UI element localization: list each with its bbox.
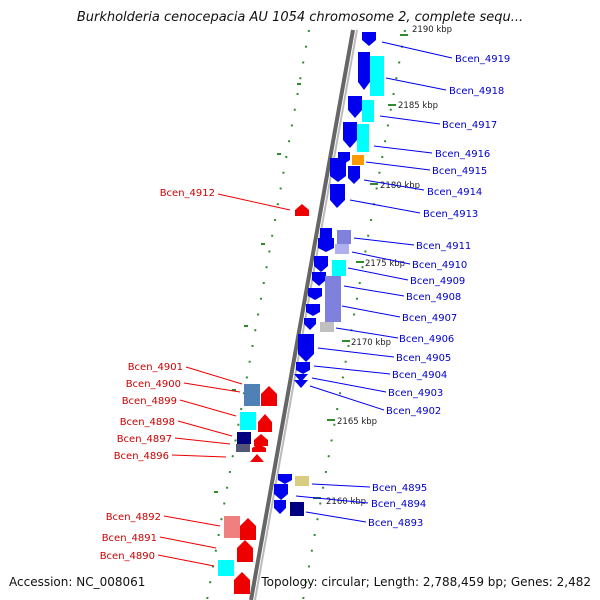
gene-label: Bcen_4903 [388,388,443,399]
gene-label: Bcen_4905 [396,353,451,364]
gene-4913b [330,184,345,208]
gene-4909-cyan [332,260,346,276]
gene-label: Bcen_4914 [427,187,482,198]
gene-4903 [296,362,310,374]
gene-4913 [330,158,346,182]
gene-4898 [254,434,268,446]
right-leaders [295,41,453,523]
gene-4908 [312,272,326,286]
gene-4918-cyan [370,56,384,96]
gene-4890-cyan [218,560,234,576]
gene-label: Bcen_4902 [386,406,441,417]
gene-4890 [234,572,250,594]
gene-4895-khaki [295,476,309,486]
kbp-label: 2170 kbp [351,338,391,348]
gene-label: Bcen_4896 [114,451,169,462]
gene-4919 [362,32,376,46]
gene-4901-steel [244,384,260,406]
gene-4899-cyan [240,412,256,430]
gene-label: Bcen_4899 [122,396,177,407]
gene-4904 [298,334,314,362]
gene-4910-lav [335,244,349,254]
gene-4905-grey [320,322,334,332]
gene-4892 [240,518,256,540]
gene-4914 [348,166,360,184]
gene-4909 [314,256,328,272]
gene-label: Bcen_4904 [392,370,447,381]
gene-4916-cyan [357,124,369,152]
gene-label: Bcen_4919 [455,54,510,65]
gene-label: Bcen_4908 [406,292,461,303]
accession-label: Accession: NC_008061 [9,575,146,589]
gene-4912 [295,204,309,216]
kbp-label: 2175 kbp [365,259,405,269]
gene-label: Bcen_4910 [412,260,467,271]
gene-label: Bcen_4895 [372,483,427,494]
map-title: Burkholderia cenocepacia AU 1054 chromos… [76,10,524,25]
gene-4917a [348,96,362,118]
gene-label: Bcen_4911 [416,241,471,252]
gene-label: Bcen_4894 [371,499,426,510]
gene-label: Bcen_4907 [402,313,457,324]
gene-4899 [258,414,272,432]
gene-4895 [278,474,292,484]
gene-4902b [294,380,308,388]
right-gene-labels[interactable]: Bcen_4919 Bcen_4918 Bcen_4917 Bcen_4916 … [368,54,510,529]
gene-4897-grey [236,444,250,452]
gene-4917-cyan [362,100,374,122]
kbp-label: 2160 kbp [326,497,366,507]
gene-4902a [294,374,308,382]
gene-4893 [274,500,286,514]
gene-4916 [343,122,357,148]
left-leaders [157,193,291,567]
gene-label: Bcen_4901 [128,362,183,373]
gene-label: Bcen_4916 [435,149,490,160]
gene-label: Bcen_4915 [432,166,487,177]
minus-strand-genes[interactable] [218,204,309,594]
gene-label: Bcen_4917 [442,120,497,131]
kbp-label: 2165 kbp [337,417,377,427]
grid-dashes [214,83,301,493]
plus-strand-genes[interactable] [274,32,384,516]
gene-4900 [261,386,277,406]
chromosome-backbone [249,29,358,600]
left-gene-labels[interactable]: Bcen_4912 Bcen_4901 Bcen_4900 Bcen_4899 … [100,188,215,562]
gene-4910 [318,238,334,252]
coordinate-grid [206,29,406,600]
gene-4893-navy [290,502,304,516]
gene-4894 [274,484,288,500]
kbp-label: 2190 kbp [412,25,452,35]
gene-label: Bcen_4892 [106,512,161,523]
gene-label: Bcen_4891 [102,533,157,544]
gene-4907 [308,288,322,300]
summary-label: Topology: circular; Length: 2,788,459 bp… [261,575,591,589]
gene-label: Bcen_4890 [100,551,155,562]
gene-label: Bcen_4909 [410,276,465,287]
gene-4897 [252,444,266,452]
gene-label: Bcen_4913 [423,209,478,220]
gene-4891 [237,540,253,562]
gene-label: Bcen_4897 [117,434,172,445]
gene-4906 [306,304,320,316]
gene-4908-lav [325,276,341,322]
gene-4918 [358,52,370,90]
gene-4911-lav [337,230,351,244]
gene-4915-orange [352,155,364,165]
gene-4905 [304,318,316,330]
gene-label: Bcen_4898 [120,417,175,428]
gene-label: Bcen_4918 [449,86,504,97]
gene-4896 [250,454,264,462]
kbp-label: 2185 kbp [398,101,438,111]
gene-4892-pink [224,516,240,538]
gene-label: Bcen_4912 [160,188,215,199]
gene-4898-navy [237,432,251,444]
gene-label: Bcen_4893 [368,518,423,529]
gene-label: Bcen_4900 [126,379,181,390]
gene-label: Bcen_4906 [399,334,454,345]
